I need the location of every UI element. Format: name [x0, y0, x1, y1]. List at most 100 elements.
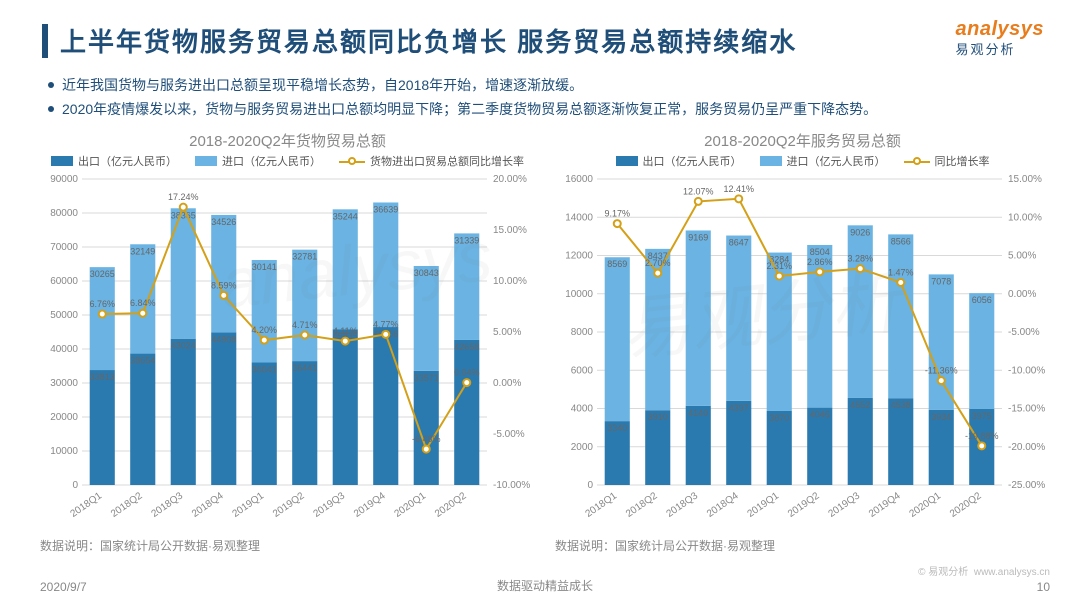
svg-text:4.20%: 4.20%: [251, 325, 277, 335]
svg-text:2.86%: 2.86%: [807, 257, 833, 267]
svg-text:33813: 33813: [90, 372, 115, 382]
svg-text:2.31%: 2.31%: [766, 261, 792, 271]
legend-label: 进口（亿元人民币）: [787, 153, 886, 169]
svg-text:3975: 3975: [972, 411, 992, 421]
chart-title: 2018-2020Q2年货物贸易总额: [40, 130, 535, 151]
chart-goods-trade: 2018-2020Q2年货物贸易总额 出口（亿元人民币） 进口（亿元人民币） 货…: [40, 130, 535, 554]
svg-text:40000: 40000: [50, 344, 78, 355]
svg-text:2018Q4: 2018Q4: [705, 490, 741, 520]
svg-text:10.00%: 10.00%: [1008, 212, 1042, 223]
svg-text:20000: 20000: [50, 412, 78, 423]
svg-text:4.71%: 4.71%: [292, 320, 318, 330]
plot-area: 0200040006000800010000120001400016000-25…: [555, 173, 1050, 533]
svg-text:10000: 10000: [50, 446, 78, 457]
svg-text:2019Q2: 2019Q2: [786, 490, 822, 520]
svg-text:42658: 42658: [454, 342, 479, 352]
svg-text:8569: 8569: [607, 259, 627, 269]
logo-brand: analysys: [955, 18, 1044, 41]
svg-text:38654: 38654: [130, 356, 155, 366]
svg-text:-11.36%: -11.36%: [925, 366, 958, 376]
svg-text:4552: 4552: [850, 400, 870, 410]
svg-text:6056: 6056: [972, 295, 992, 305]
svg-text:34526: 34526: [211, 217, 236, 227]
header-accent-bar: [42, 24, 48, 58]
svg-text:90000: 90000: [50, 174, 78, 185]
svg-text:5.00%: 5.00%: [493, 327, 521, 338]
svg-text:0.04%: 0.04%: [454, 368, 480, 378]
svg-text:2019Q4: 2019Q4: [867, 490, 903, 520]
svg-text:0: 0: [72, 480, 78, 491]
svg-text:35244: 35244: [333, 211, 358, 221]
svg-text:3.28%: 3.28%: [847, 254, 873, 264]
svg-text:-6.48%: -6.48%: [412, 434, 441, 444]
footer-tagline: 数据驱动精益成长: [497, 577, 593, 594]
plot-svg: 0200040006000800010000120001400016000-25…: [555, 173, 1050, 533]
svg-text:31339: 31339: [454, 235, 479, 245]
plot-area: 0100002000030000400005000060000700008000…: [40, 173, 535, 533]
svg-text:-20.00%: -20.00%: [1008, 442, 1045, 453]
svg-text:8647: 8647: [729, 238, 749, 248]
svg-text:60000: 60000: [50, 276, 78, 287]
svg-text:38365: 38365: [171, 210, 196, 220]
svg-text:15.00%: 15.00%: [1008, 174, 1042, 185]
svg-text:2019Q3: 2019Q3: [312, 490, 348, 520]
legend-label: 出口（亿元人民币）: [78, 153, 177, 169]
footer-license: © 易观分析: [918, 567, 968, 578]
svg-text:30141: 30141: [252, 262, 277, 272]
bullet-list: 近年我国货物与服务进出口总额呈现平稳增长态势，自2018年开始，增速逐渐放缓。 …: [48, 74, 1040, 122]
svg-text:20.00%: 20.00%: [493, 174, 527, 185]
svg-text:3870: 3870: [769, 413, 789, 423]
svg-text:30843: 30843: [414, 268, 439, 278]
svg-text:36639: 36639: [373, 204, 398, 214]
svg-text:2000: 2000: [571, 442, 594, 453]
svg-text:6.76%: 6.76%: [89, 299, 115, 309]
svg-text:2018Q3: 2018Q3: [150, 490, 186, 520]
chart-legend: 出口（亿元人民币） 进口（亿元人民币） 货物进出口贸易总额同比增长率: [40, 153, 535, 169]
svg-text:50000: 50000: [50, 310, 78, 321]
legend-item-import: 进口（亿元人民币）: [195, 153, 321, 169]
svg-text:2018Q1: 2018Q1: [584, 490, 620, 520]
svg-text:9169: 9169: [688, 232, 708, 242]
svg-text:9026: 9026: [850, 227, 870, 237]
svg-text:8.59%: 8.59%: [211, 280, 237, 290]
svg-text:0.00%: 0.00%: [1008, 289, 1036, 300]
svg-text:12.07%: 12.07%: [683, 186, 714, 196]
svg-text:4397: 4397: [729, 403, 749, 413]
svg-text:-15.00%: -15.00%: [1008, 404, 1045, 415]
svg-text:8566: 8566: [891, 236, 911, 246]
legend-item-import: 进口（亿元人民币）: [760, 153, 886, 169]
legend-label: 货物进出口贸易总额同比增长率: [370, 153, 524, 169]
chart-legend: 出口（亿元人民币） 进口（亿元人民币） 同比增长率: [555, 153, 1050, 169]
svg-text:9.17%: 9.17%: [604, 209, 630, 219]
svg-text:30265: 30265: [90, 269, 115, 279]
footer-right: © 易观分析 www.analysys.cn 10: [918, 563, 1050, 594]
svg-text:30000: 30000: [50, 378, 78, 389]
svg-text:2019Q1: 2019Q1: [231, 490, 267, 520]
bullet-item: 近年我国货物与服务进出口总额呈现平稳增长态势，自2018年开始，增速逐渐放缓。: [48, 74, 1040, 98]
svg-text:12000: 12000: [565, 251, 593, 262]
svg-text:-5.00%: -5.00%: [1008, 327, 1040, 338]
legend-label: 出口（亿元人民币）: [643, 153, 742, 169]
svg-text:8504: 8504: [810, 247, 830, 257]
svg-text:2020Q2: 2020Q2: [948, 490, 984, 520]
page-title: 上半年货物服务贸易总额同比负增长 服务贸易总额持续缩水: [60, 22, 797, 59]
svg-text:2018Q2: 2018Q2: [624, 490, 660, 520]
svg-text:2019Q2: 2019Q2: [271, 490, 307, 520]
svg-text:44908: 44908: [211, 334, 236, 344]
svg-text:-19.88%: -19.88%: [965, 431, 999, 441]
legend-label: 同比增长率: [935, 153, 990, 169]
bullet-item: 2020年疫情爆发以来，货物与服务贸易进出口总额均明显下降；第二季度货物贸易总额…: [48, 98, 1040, 122]
chart-source: 数据说明：国家统计局公开数据·易观整理: [40, 537, 535, 554]
svg-text:2020Q1: 2020Q1: [908, 490, 944, 520]
svg-text:3934: 3934: [931, 412, 951, 422]
legend-item-export: 出口（亿元人民币）: [616, 153, 742, 169]
svg-text:-5.00%: -5.00%: [493, 429, 525, 440]
svg-text:36041: 36041: [252, 364, 277, 374]
svg-text:17.24%: 17.24%: [168, 192, 199, 202]
svg-text:10.00%: 10.00%: [493, 276, 527, 287]
svg-text:-10.00%: -10.00%: [1008, 365, 1045, 376]
svg-text:-10.00%: -10.00%: [493, 480, 530, 491]
chart-title: 2018-2020Q2年服务贸易总额: [555, 130, 1050, 151]
svg-text:-25.00%: -25.00%: [1008, 480, 1045, 491]
svg-text:10000: 10000: [565, 289, 593, 300]
